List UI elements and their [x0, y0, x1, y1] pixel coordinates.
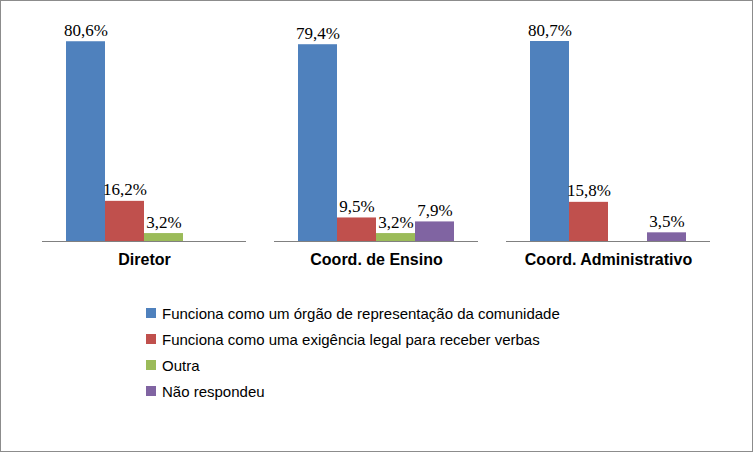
svg-text:3,2%: 3,2%	[146, 213, 181, 232]
svg-text:9,5%: 9,5%	[339, 197, 374, 216]
svg-text:3,5%: 3,5%	[649, 212, 684, 231]
svg-text:15,8%: 15,8%	[567, 181, 611, 200]
html-text:Outra: Outra	[162, 356, 200, 374]
svg-text:Coord. de Ensino: Coord. de Ensino	[310, 251, 443, 268]
svg-text:16,2%: 16,2%	[103, 180, 147, 199]
svg-text:80,7%: 80,7%	[528, 21, 572, 40]
svg-text:Coord. Administrativo: Coord. Administrativo	[525, 251, 693, 268]
html-text:Funciona como uma exigência le: Funciona como uma exigência legal para r…	[162, 330, 540, 348]
svg-text:Diretor: Diretor	[118, 251, 170, 268]
svg-text:80,6%: 80,6%	[64, 21, 108, 40]
svg-text:7,9%: 7,9%	[417, 201, 452, 220]
svg-text:79,4%: 79,4%	[296, 24, 340, 43]
html-text:Funciona como um órgão de repr: Funciona como um órgão de representação …	[162, 304, 560, 322]
svg-text:3,2%: 3,2%	[378, 213, 413, 232]
html-text:Não respondeu: Não respondeu	[162, 382, 265, 400]
